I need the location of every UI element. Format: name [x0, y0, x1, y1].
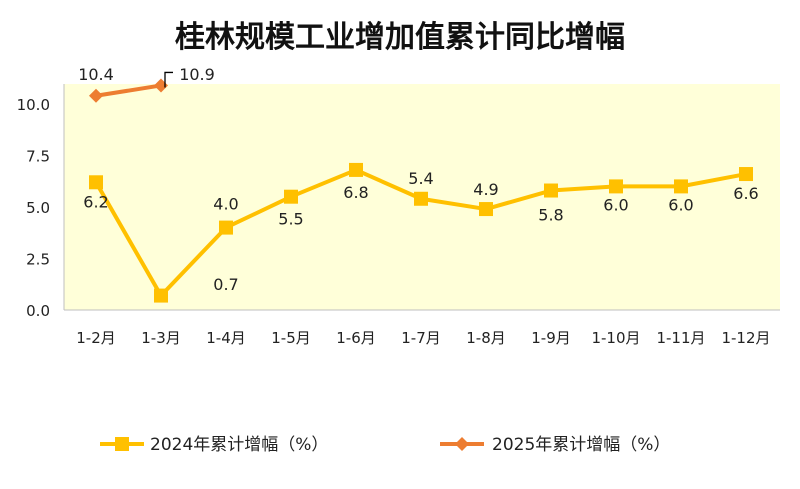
- data-label: 4.9: [473, 180, 498, 199]
- data-point-marker: [479, 202, 493, 217]
- data-label: 6.6: [733, 184, 758, 203]
- data-point-marker: [284, 189, 298, 204]
- x-tick-label: 1-4月: [206, 329, 246, 347]
- data-label: 6.0: [668, 195, 693, 214]
- data-label: 10.4: [78, 65, 114, 84]
- data-point-marker: [739, 167, 753, 182]
- legend-marker: [115, 437, 129, 451]
- data-label: 5.5: [278, 210, 303, 229]
- data-label: 5.8: [538, 206, 563, 225]
- data-label: 6.8: [343, 183, 368, 202]
- legend-label: 2025年累计增幅（%）: [492, 435, 670, 455]
- legend-label: 2024年累计增幅（%）: [150, 435, 328, 455]
- data-label: 6.0: [603, 195, 628, 214]
- data-point-marker: [219, 220, 233, 235]
- y-tick-label: 7.5: [26, 148, 50, 166]
- x-tick-label: 1-6月: [336, 329, 376, 347]
- data-point-marker: [414, 191, 428, 206]
- data-label: 5.4: [408, 169, 433, 188]
- label-leader-line: [164, 71, 173, 88]
- x-tick-label: 1-5月: [271, 329, 311, 347]
- x-tick-label: 1-3月: [141, 329, 181, 347]
- y-tick-label: 0.0: [26, 302, 50, 320]
- data-label: 6.2: [83, 192, 108, 211]
- x-tick-label: 1-2月: [76, 329, 116, 347]
- data-point-marker: [89, 88, 103, 103]
- data-label: 0.7: [213, 275, 238, 294]
- x-tick-label: 1-9月: [531, 329, 571, 347]
- legend-marker: [455, 437, 469, 451]
- legend-item-2024: 2024年累计增幅（%）: [100, 435, 328, 455]
- x-tick-label: 1-10月: [591, 329, 640, 347]
- y-tick-label: 10.0: [17, 96, 50, 114]
- series-line-2025: [95, 83, 162, 98]
- x-tick-label: 1-8月: [466, 329, 506, 347]
- x-tick-label: 1-7月: [401, 329, 441, 347]
- x-tick-label: 1-11月: [656, 329, 705, 347]
- data-label: 10.9: [179, 65, 215, 84]
- x-tick-label: 1-12月: [721, 329, 770, 347]
- data-point-marker: [89, 175, 103, 190]
- chart-title: 桂林规模工业增加值累计同比增幅: [175, 20, 625, 55]
- data-label: 4.0: [213, 195, 238, 214]
- data-point-marker: [349, 162, 363, 177]
- y-tick-label: 2.5: [26, 251, 50, 269]
- y-tick-label: 5.0: [26, 199, 50, 217]
- data-point-marker: [154, 288, 168, 303]
- data-point-marker: [674, 179, 688, 194]
- data-point-marker: [609, 179, 623, 194]
- legend-item-2025: 2025年累计增幅（%）: [440, 435, 670, 455]
- data-point-marker: [544, 183, 558, 198]
